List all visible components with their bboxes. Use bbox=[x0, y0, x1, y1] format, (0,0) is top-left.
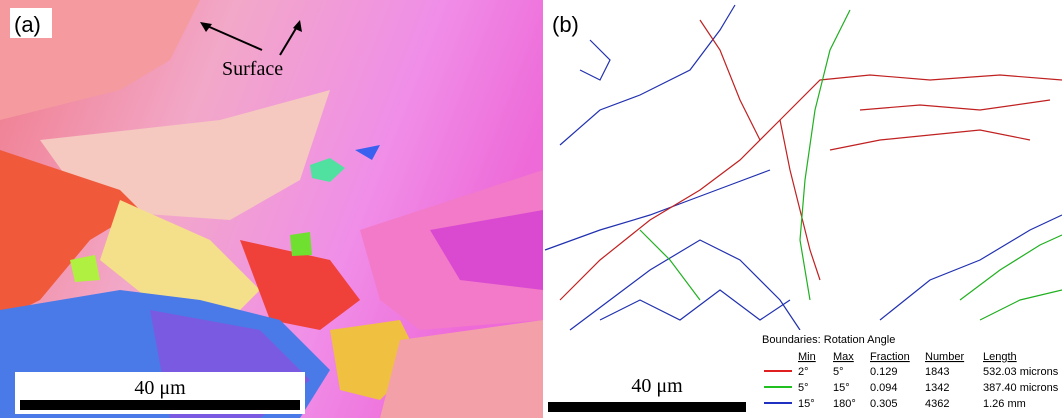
legend-cell: 180° bbox=[833, 398, 856, 410]
legend-cell: 2° bbox=[798, 366, 809, 378]
legend-header: Number bbox=[925, 351, 964, 363]
legend-cell: 0.305 bbox=[870, 398, 898, 410]
grain bbox=[290, 232, 312, 256]
legend-cell: 5° bbox=[798, 382, 809, 394]
legend-cell: 15° bbox=[798, 398, 815, 410]
legend-header: Length bbox=[983, 351, 1017, 363]
legend-header: Min bbox=[798, 351, 816, 363]
legend-cell: 0.094 bbox=[870, 382, 898, 394]
panel-label: (a) bbox=[14, 12, 41, 37]
panel-a: Surface (a) 40 μm bbox=[0, 0, 543, 418]
legend-cell: 15° bbox=[833, 382, 850, 394]
scale-label: 40 μm bbox=[631, 375, 683, 397]
legend-cell: 5° bbox=[833, 366, 844, 378]
legend-cell: 532.03 microns bbox=[983, 366, 1059, 378]
panel-label: (b) bbox=[552, 12, 579, 37]
scale-label: 40 μm bbox=[134, 377, 186, 399]
legend-cell: 4362 bbox=[925, 398, 949, 410]
legend-header: Fraction bbox=[870, 351, 910, 363]
legend-title: Boundaries: Rotation Angle bbox=[762, 334, 895, 346]
figure: Surface (a) 40 μm (b) Boundaries: Rotati… bbox=[0, 0, 1062, 418]
page: Surface (a) 40 μm (b) Boundaries: Rotati… bbox=[0, 0, 1062, 418]
legend-cell: 387.40 microns bbox=[983, 382, 1059, 394]
annotation: Surface bbox=[222, 58, 283, 80]
legend-header: Max bbox=[833, 351, 854, 363]
scale-bar bbox=[548, 402, 746, 412]
legend-cell: 0.129 bbox=[870, 366, 898, 378]
legend-cell: 1843 bbox=[925, 366, 949, 378]
legend-cell: 1.26 mm bbox=[983, 398, 1026, 410]
legend-cell: 1342 bbox=[925, 382, 949, 394]
scale-bar bbox=[20, 400, 300, 410]
